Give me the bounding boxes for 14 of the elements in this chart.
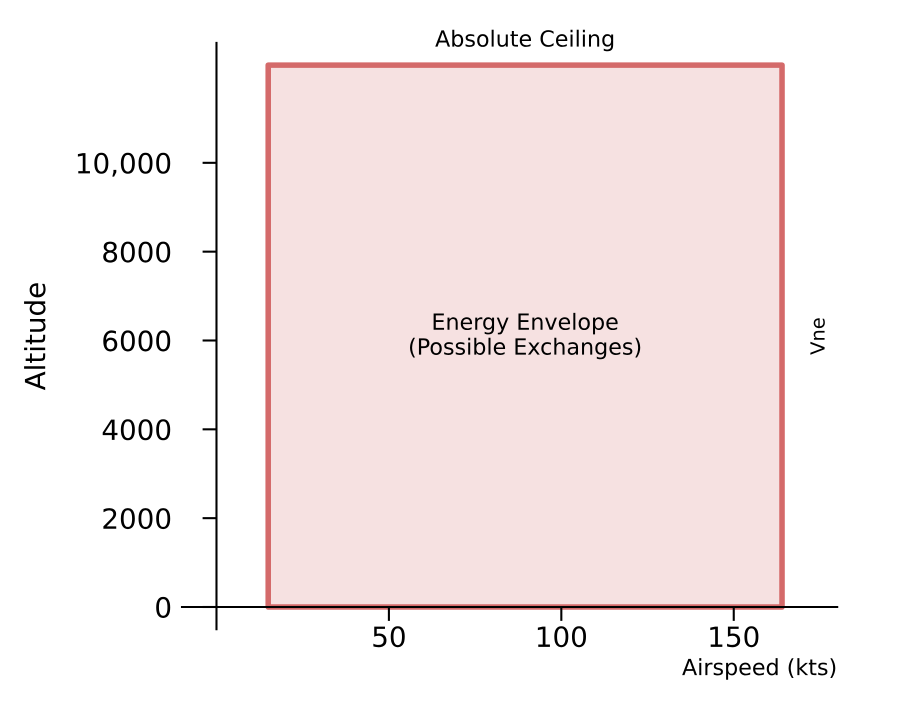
y-tick-label: 8000 <box>103 242 170 263</box>
y-axis-title: Altitude <box>24 283 46 390</box>
annotation: Vne <box>810 318 825 355</box>
y-tick-label: 6000 <box>103 330 170 352</box>
annotation: Energy Envelope (Possible Exchanges) <box>410 312 640 360</box>
y-tick-label: 0 <box>156 596 170 618</box>
y-tick-label: 4000 <box>102 419 170 440</box>
annotation: Absolute Ceiling <box>435 30 614 52</box>
x-tick-label: 100 <box>538 626 586 648</box>
y-tick-label: 10,000 <box>78 152 170 177</box>
x-axis-title: Airspeed (kts) <box>682 658 836 680</box>
x-tick-label: 150 <box>710 626 758 648</box>
x-tick-label: 50 <box>373 626 405 648</box>
y-tick-label: 2000 <box>103 508 170 530</box>
